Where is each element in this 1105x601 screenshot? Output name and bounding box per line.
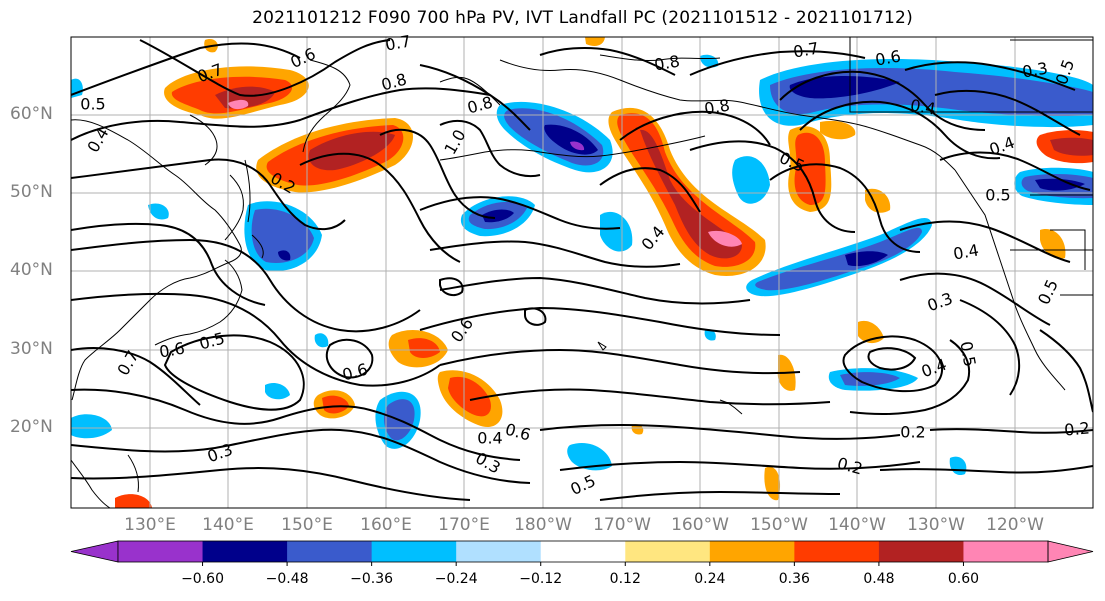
longitude-label: 160°E: [360, 515, 412, 535]
colorbar-tick-label: −0.36: [350, 571, 394, 587]
latitude-label: 60°N: [10, 104, 53, 124]
colorbar-segment: [878, 541, 964, 562]
map-gridlines: [71, 37, 1093, 508]
colorbar-segment: [709, 541, 795, 562]
contour-label: 0.4: [477, 428, 503, 448]
colorbar-segment: [456, 541, 542, 562]
colorbar-segment: [287, 541, 373, 562]
colorbar-extend-max: [1047, 540, 1094, 563]
latitude-label: 20°N: [10, 417, 53, 437]
colorbar-segment: [371, 541, 457, 562]
longitude-label: 140°E: [202, 515, 254, 535]
colorbar-tick-label: 0.48: [863, 571, 895, 587]
contour-label: 0.5: [985, 185, 1011, 205]
colorbar-segment: [540, 541, 626, 562]
colorbar-tick-label: 0.60: [947, 571, 980, 587]
longitude-label: 180°W: [514, 515, 572, 535]
latitude-label: 30°N: [10, 339, 53, 359]
longitude-label: 130°W: [907, 515, 965, 535]
contour-label: 0.2: [1063, 418, 1091, 440]
latitude-label: 40°N: [10, 260, 53, 280]
colorbar-tick-label: −0.48: [265, 571, 309, 587]
colorbar-tick-label: 0.36: [778, 571, 810, 587]
colorbar-tick-label: 0.24: [694, 571, 726, 587]
longitude-label: 150°W: [750, 515, 808, 535]
colorbar-segment: [202, 541, 288, 562]
map-title: 2021101212 F090 700 hPa PV, IVT Landfall…: [252, 8, 913, 28]
longitude-label: 170°W: [593, 515, 651, 535]
colorbar-tick-label: −0.24: [434, 571, 478, 587]
colorbar-tick-label: 0.12: [609, 571, 641, 587]
colorbar-tick-label: −0.12: [519, 571, 563, 587]
colorbar: [70, 540, 1094, 566]
colorbar-extend-min: [70, 540, 119, 563]
colorbar-segment: [963, 541, 1049, 562]
latitude-label: 50°N: [10, 182, 53, 202]
colorbar-frame: [117, 540, 1049, 563]
longitude-label: 150°E: [281, 515, 333, 535]
longitude-label: 120°W: [986, 515, 1044, 535]
colorbar-segment: [118, 541, 204, 562]
coastlines: [71, 37, 1093, 508]
contour-label: 0.2: [900, 422, 926, 442]
plot-frame: [70, 36, 1094, 509]
colorbar-segment: [794, 541, 880, 562]
longitude-label: 170°E: [438, 515, 490, 535]
pv-contours: [71, 39, 1093, 501]
longitude-label: 140°W: [828, 515, 886, 535]
colorbar-tick-label: −0.60: [181, 571, 224, 587]
contour-label: 0.5: [80, 94, 106, 114]
longitude-label: 130°E: [124, 515, 176, 535]
longitude-label: 160°W: [671, 515, 729, 535]
colorbar-segment: [625, 541, 711, 562]
